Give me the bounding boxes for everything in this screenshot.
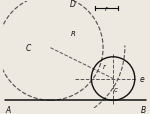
Text: C: C xyxy=(25,44,31,53)
Text: D: D xyxy=(69,0,75,9)
Text: c: c xyxy=(114,87,118,92)
Text: A: A xyxy=(5,105,11,114)
Text: r: r xyxy=(103,63,105,69)
Text: e: e xyxy=(139,74,144,83)
Text: R: R xyxy=(71,31,76,37)
Text: r: r xyxy=(104,6,107,12)
Text: B: B xyxy=(141,105,147,114)
